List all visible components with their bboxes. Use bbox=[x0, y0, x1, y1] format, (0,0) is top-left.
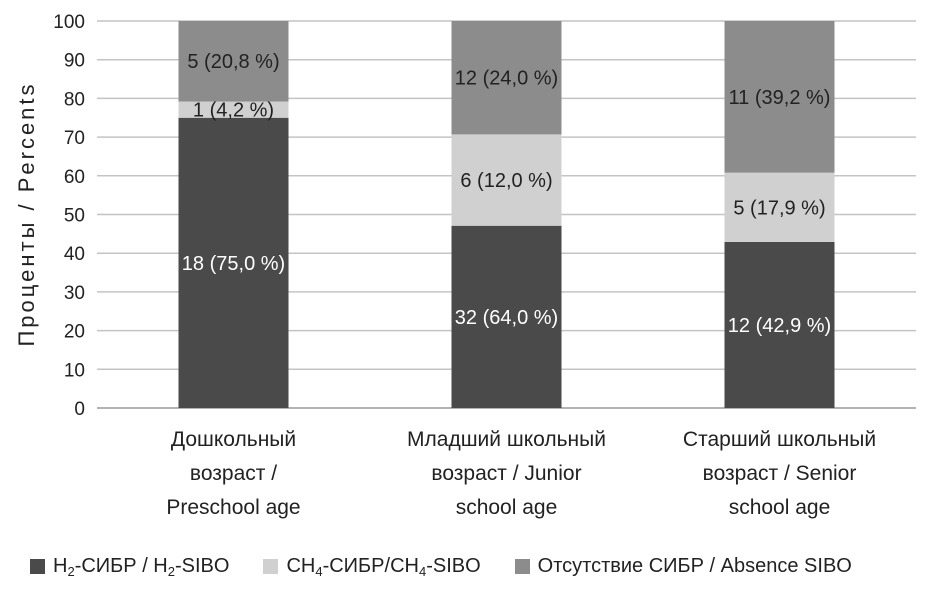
legend-item: H2-СИБР / H2-SIBO bbox=[30, 555, 229, 578]
bar-segment bbox=[451, 225, 562, 408]
legend-text: -SIBO bbox=[426, 554, 481, 577]
data-label: 5 (20,8 %) bbox=[187, 51, 279, 73]
bar-segment bbox=[178, 21, 289, 102]
legend-item: Отсутствие СИБР / Absence SIBO bbox=[514, 555, 852, 578]
x-category-label: возраст / bbox=[190, 462, 277, 485]
y-tick-label: 90 bbox=[64, 51, 85, 72]
y-tick-label: 70 bbox=[64, 128, 85, 149]
legend-swatch bbox=[30, 558, 45, 574]
y-axis-label: Проценты / Percents bbox=[14, 81, 39, 346]
y-tick-label: 50 bbox=[64, 206, 85, 227]
data-label: 1 (4,2 %) bbox=[193, 100, 274, 122]
legend-label: Отсутствие СИБР / Absence SIBO bbox=[538, 555, 852, 578]
legend-text: Отсутствие СИБР / Absence SIBO bbox=[537, 554, 852, 577]
bar-segment bbox=[178, 117, 289, 408]
data-labels: 18 (75,0 %) 1 (4,2 %) 5 (20,8 %) 32 (64,0 %… bbox=[182, 51, 831, 337]
bar-segment bbox=[724, 21, 835, 173]
y-tick-label: 0 bbox=[74, 399, 85, 420]
legend-swatch bbox=[263, 558, 279, 574]
bar-segment bbox=[178, 101, 289, 118]
data-label: 5 (17,9 %) bbox=[733, 197, 825, 219]
bars bbox=[178, 21, 835, 408]
x-category-label: возраст / Junior bbox=[431, 462, 581, 485]
legend-swatch bbox=[514, 558, 530, 574]
legend-text: -СИБР/CH bbox=[322, 554, 419, 577]
legend-subscript: 2 bbox=[167, 563, 175, 579]
x-category-label: Дошкольный bbox=[171, 428, 296, 451]
legend-label: CH4-СИБР/CH4-SIBO bbox=[286, 555, 480, 578]
legend-text: -SIBO bbox=[174, 554, 230, 577]
y-axis-ticks: 0 10 20 30 40 50 60 70 80 90 100 bbox=[53, 12, 85, 420]
x-category-label: Preschool age bbox=[166, 496, 300, 519]
x-category-label: school age bbox=[729, 496, 831, 519]
legend-subscript: 2 bbox=[67, 563, 75, 579]
bar-segment bbox=[724, 241, 835, 408]
x-category-label: Старший школьный bbox=[683, 428, 876, 451]
legend-subscript: 4 bbox=[418, 563, 427, 579]
data-label: 32 (64,0 %) bbox=[455, 307, 558, 329]
legend-text: CH bbox=[286, 554, 316, 577]
data-label: 18 (75,0 %) bbox=[182, 253, 285, 275]
bar-segment bbox=[451, 134, 562, 226]
stacked-bar-chart: 18 (75,0 %) 1 (4,2 %) 5 (20,8 %) 32 (64,0 %… bbox=[14, 12, 916, 519]
legend-label: H2-СИБР / H2-SIBO bbox=[53, 555, 229, 578]
y-tick-label: 20 bbox=[64, 322, 85, 343]
legend: H2-СИБР / H2-SIBO CH4-СИБР/CH4-SIBO Отсутс… bbox=[30, 552, 852, 580]
data-label: 11 (39,2 %) bbox=[729, 87, 831, 109]
y-tick-label: 60 bbox=[64, 167, 85, 188]
data-label: 12 (42,9 %) bbox=[728, 315, 831, 337]
x-axis-categories: Дошкольный возраст / Preschool age Младший … bbox=[166, 428, 876, 519]
y-tick-label: 10 bbox=[64, 360, 85, 381]
x-category-label: возраст / Senior bbox=[703, 462, 857, 485]
y-tick-label: 80 bbox=[64, 89, 85, 110]
y-tick-label: 40 bbox=[64, 244, 85, 265]
y-tick-label: 30 bbox=[64, 283, 85, 304]
data-label: 6 (12,0 %) bbox=[460, 170, 552, 192]
x-category-label: Младший школьный bbox=[407, 428, 606, 451]
bar-segment bbox=[451, 21, 562, 135]
data-label: 12 (24,0 %) bbox=[455, 68, 558, 90]
y-tick-label: 100 bbox=[53, 12, 85, 33]
bar-segment bbox=[724, 172, 835, 242]
legend-text: H bbox=[53, 554, 68, 577]
legend-subscript: 4 bbox=[315, 563, 323, 579]
x-category-label: school age bbox=[456, 496, 558, 519]
legend-text: -СИБР / H bbox=[74, 554, 168, 577]
legend-item: CH4-СИБР/CH4-SIBO bbox=[263, 555, 481, 578]
